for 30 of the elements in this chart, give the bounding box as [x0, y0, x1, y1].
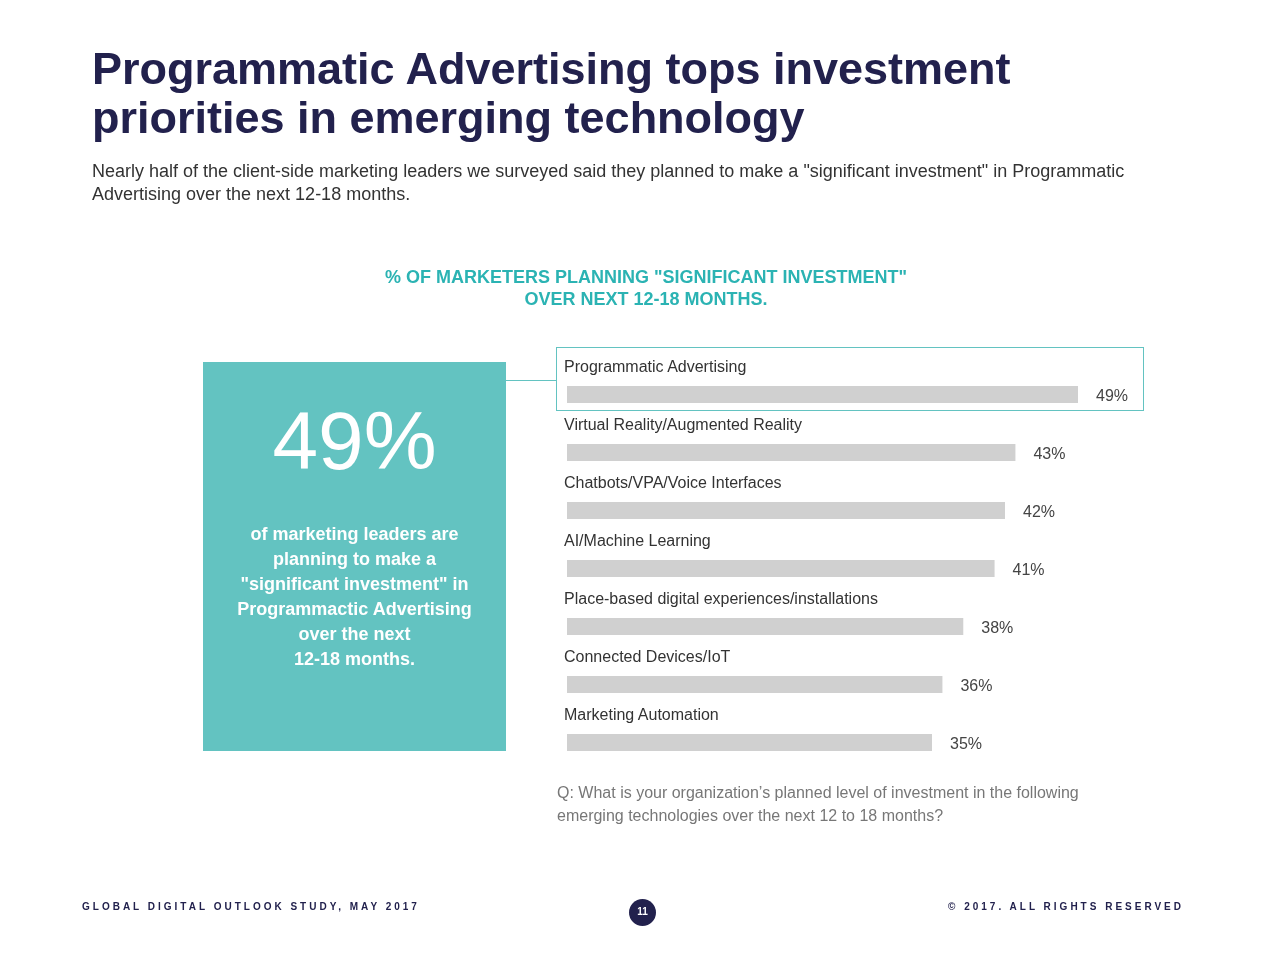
y-tick-label: Virtual Reality/Augmented Reality	[564, 416, 803, 433]
text: of marketing leaders are planning to make a "significant investment" in Programmactic Advertising over the next 12-18 months.	[236, 523, 473, 671]
data-label: 42%	[1023, 502, 1056, 520]
text: Q: What is your organization’s planned level of investment in the following emerging technologies over the next 12 to 18 months?	[557, 783, 1080, 826]
bar	[567, 386, 1078, 403]
y-tick-label: Place-based digital experiences/installations	[564, 590, 878, 607]
data-label: 36%	[960, 676, 993, 694]
y-tick-label: Marketing Automation	[564, 706, 719, 723]
data-label: 43%	[1033, 444, 1066, 462]
chart-subtitle: Nearly half of the client-side marketing leaders we surveyed said they planned to make a "significant investment" in Programmatic Advertising over the next 12-18 months.	[92, 160, 1126, 206]
data-label: 35%	[950, 734, 983, 752]
bar	[567, 444, 1016, 461]
bar	[567, 676, 943, 693]
chart-title: Programmatic Advertising tops investment priorities in emerging technology	[92, 43, 1012, 143]
bar	[567, 502, 1005, 519]
bar	[567, 560, 995, 577]
data-label: 41%	[1012, 560, 1045, 578]
text: 11	[636, 906, 649, 917]
y-tick-label: AI/Machine Learning	[564, 532, 711, 549]
text: © 2017. ALL RIGHTS RESERVED	[947, 901, 1184, 912]
data-label: 49%	[1096, 386, 1129, 404]
y-tick-label: Chatbots/VPA/Voice Interfaces	[564, 474, 782, 491]
bar	[567, 618, 964, 635]
y-tick-label: Programmatic Advertising	[564, 358, 747, 375]
bar	[567, 734, 932, 751]
data-label: 38%	[981, 618, 1014, 636]
text: % OF MARKETERS PLANNING "SIGNIFICANT INVESTMENT" OVER NEXT 12-18 MONTHS.	[383, 266, 909, 310]
y-tick-label: Connected Devices/IoT	[564, 648, 731, 665]
text: 49%	[271, 394, 438, 488]
text: GLOBAL DIGITAL OUTLOOK STUDY, MAY 2017	[82, 901, 420, 912]
